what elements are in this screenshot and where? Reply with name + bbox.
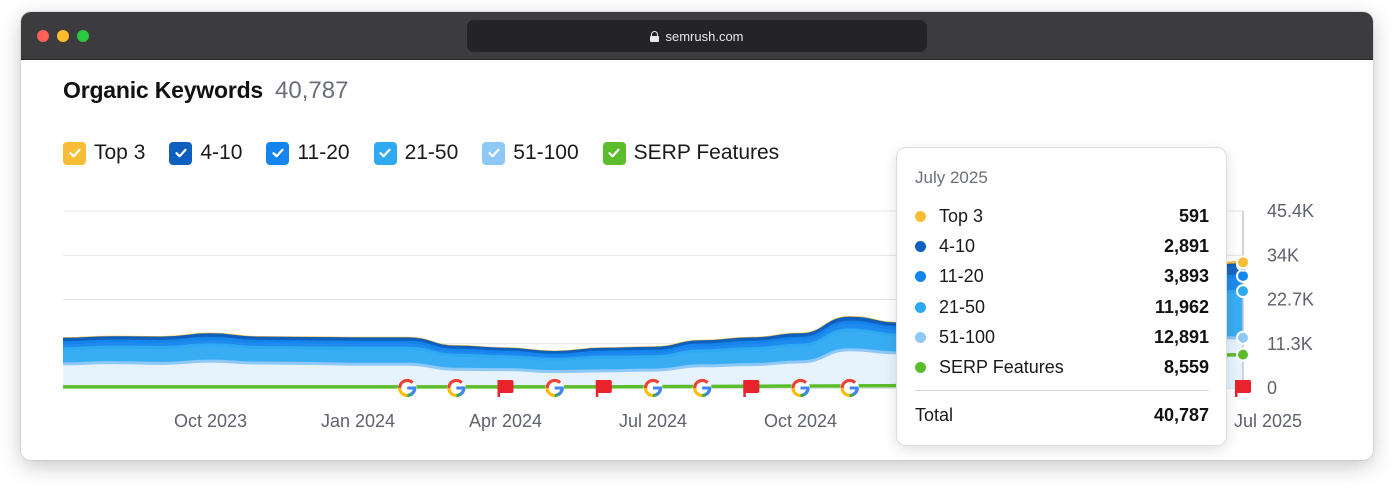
checkbox-checked-icon[interactable]	[373, 141, 397, 165]
legend-item-51-100[interactable]: 51-100	[482, 141, 579, 165]
legend-label: Top 3	[94, 141, 146, 164]
legend-item-21-50[interactable]: 21-50	[373, 141, 459, 165]
tooltip-series-name: 4-10	[939, 235, 976, 256]
browser-window: semrush.com Organic Keywords 40,787 Top …	[21, 12, 1373, 460]
tooltip-row-51-100: 51-100 12,891	[915, 322, 1209, 352]
legend-label: SERP Features	[633, 141, 780, 164]
x-tick-label: Jan 2024	[321, 411, 395, 431]
tooltip-total: Total 40,787	[915, 405, 1209, 426]
flag-icon[interactable]	[1235, 380, 1251, 397]
widget-header: Organic Keywords 40,787	[63, 77, 348, 105]
tooltip-total-value: 40,787	[1153, 405, 1209, 425]
widget-title: Organic Keywords	[63, 77, 264, 103]
chart-tooltip: July 2025 Top 3 591 4-10 2,891 11-20 3,893 21-…	[896, 147, 1227, 446]
google-update-icon[interactable]	[446, 378, 466, 398]
checkbox-checked-icon[interactable]	[266, 141, 290, 165]
address-bar[interactable]: semrush.com	[467, 20, 927, 52]
x-tick-label: Oct 2024	[764, 411, 837, 431]
tooltip-series-name: 51-100	[939, 326, 996, 347]
y-tick-label: 45.4K	[1267, 201, 1314, 221]
google-update-icon[interactable]	[545, 378, 565, 398]
checkbox-checked-icon[interactable]	[482, 141, 506, 165]
page-content: Organic Keywords 40,787 Top 3 4-10 11-20 21…	[21, 60, 1373, 460]
legend-label: 51-100	[513, 141, 579, 164]
y-tick-label: 22.7K	[1267, 290, 1314, 310]
flag-icon[interactable]	[743, 380, 760, 397]
google-update-icon[interactable]	[692, 378, 712, 398]
series-dot-icon	[915, 331, 926, 343]
google-update-icon[interactable]	[840, 378, 860, 398]
tooltip-total-label: Total	[915, 405, 954, 425]
legend-item-4-10[interactable]: 4-10	[169, 141, 242, 165]
tooltip-date: July 2025	[915, 168, 988, 187]
zoom-window-button[interactable]	[77, 30, 89, 42]
flag-icon[interactable]	[497, 380, 514, 397]
x-tick-label: Apr 2024	[469, 411, 542, 431]
x-tick-label: Jul 2024	[619, 411, 687, 431]
series-dot-icon	[915, 362, 926, 374]
tooltip-series-value: 3,893	[1163, 266, 1209, 287]
series-dot-icon	[915, 301, 926, 313]
tooltip-series-value: 12,891	[1153, 326, 1209, 347]
tooltip-row-21-50: 21-50 11,962	[915, 292, 1209, 322]
series-band-21-50	[63, 291, 1243, 372]
tooltip-series-name: SERP Features	[939, 357, 1064, 378]
minimize-window-button[interactable]	[57, 30, 69, 42]
tooltip-row-serp-features: SERP Features 8,559	[915, 352, 1209, 382]
tooltip-series-value: 8,559	[1163, 357, 1209, 378]
tooltip-series-value: 2,891	[1163, 235, 1209, 256]
keyword-count: 40,787	[275, 77, 349, 104]
y-tick-label: 34K	[1267, 245, 1299, 265]
tooltip-series-name: 21-50	[939, 296, 986, 317]
point-marker-serp-features	[1236, 347, 1250, 362]
y-tick-label: 0	[1267, 378, 1277, 398]
chart-legend: Top 3 4-10 11-20 21-50 51-100 SERP Features	[63, 141, 779, 165]
google-update-icon[interactable]	[791, 378, 810, 398]
checkbox-checked-icon[interactable]	[63, 141, 86, 165]
point-marker-11-20	[1236, 268, 1250, 283]
point-marker-21-50	[1236, 284, 1250, 299]
point-marker-top-3	[1236, 255, 1250, 270]
tooltip-row-top-3: Top 3 591	[915, 201, 1209, 231]
lock-icon	[650, 30, 660, 42]
legend-label: 21-50	[404, 141, 459, 164]
flag-icon[interactable]	[595, 380, 612, 397]
tooltip-series-value: 11,962	[1154, 296, 1209, 317]
title-bar: semrush.com	[21, 12, 1373, 60]
checkbox-checked-icon[interactable]	[602, 141, 626, 165]
series-dot-icon	[915, 210, 926, 222]
tooltip-series-value: 591	[1178, 205, 1209, 226]
point-marker-51-100	[1236, 330, 1250, 345]
series-dot-icon	[915, 240, 926, 252]
url-text: semrush.com	[665, 28, 744, 44]
tooltip-rows: Top 3 591 4-10 2,891 11-20 3,893 21-50 11,962 51…	[915, 201, 1209, 383]
tooltip-divider	[915, 390, 1209, 391]
x-tick-label: Jul 2025	[1234, 411, 1302, 431]
legend-item-11-20[interactable]: 11-20	[266, 141, 350, 165]
google-update-icon[interactable]	[643, 378, 663, 398]
tooltip-series-name: Top 3	[939, 205, 984, 226]
y-tick-label: 11.3K	[1267, 334, 1313, 354]
checkbox-checked-icon[interactable]	[169, 141, 193, 165]
legend-item-top-3[interactable]: Top 3	[63, 141, 145, 165]
google-update-icon[interactable]	[397, 378, 417, 398]
legend-label: 4-10	[200, 141, 243, 164]
tooltip-row-11-20: 11-20 3,893	[915, 262, 1209, 292]
tooltip-row-4-10: 4-10 2,891	[915, 231, 1209, 261]
legend-label: 11-20	[297, 141, 350, 164]
x-tick-label: Oct 2023	[174, 411, 247, 431]
close-window-button[interactable]	[37, 30, 49, 42]
tooltip-series-name: 11-20	[939, 266, 984, 287]
legend-item-serp-features[interactable]: SERP Features	[602, 141, 780, 165]
series-dot-icon	[915, 271, 926, 283]
